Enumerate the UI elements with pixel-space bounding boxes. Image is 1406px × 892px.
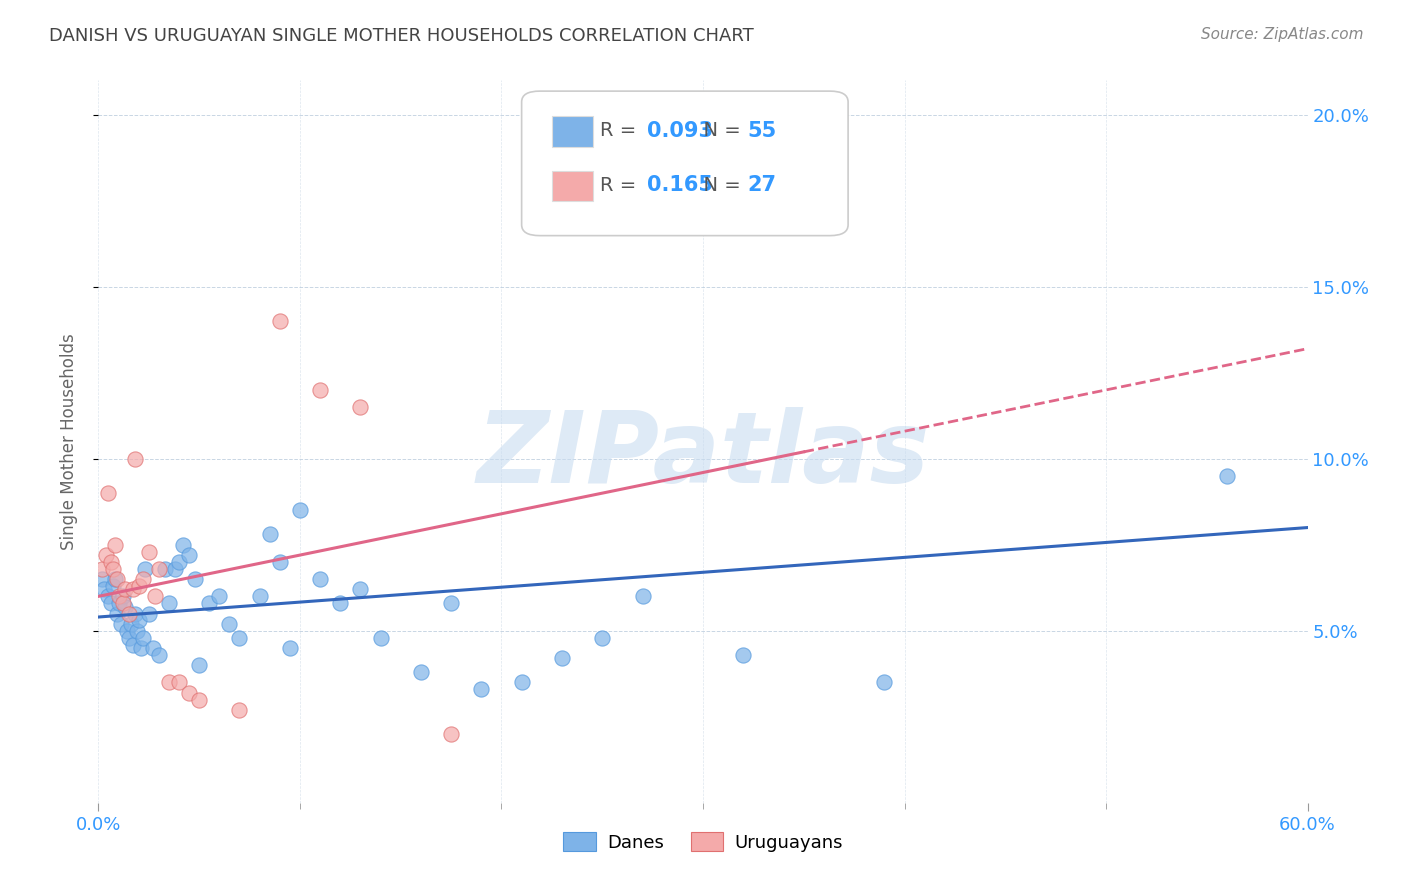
- Point: [309, 383, 332, 397]
- Point: [138, 607, 160, 621]
- FancyBboxPatch shape: [522, 91, 848, 235]
- Point: [591, 631, 613, 645]
- Point: [111, 596, 134, 610]
- Point: [138, 544, 160, 558]
- Point: [259, 527, 281, 541]
- Point: [228, 631, 250, 645]
- Text: R =: R =: [600, 121, 643, 140]
- Text: N =: N =: [690, 176, 747, 194]
- Point: [269, 314, 291, 328]
- Point: [208, 590, 231, 604]
- Text: N =: N =: [690, 121, 747, 140]
- Point: [167, 555, 190, 569]
- Text: 0.165: 0.165: [647, 175, 713, 195]
- Text: 0.093: 0.093: [647, 120, 713, 141]
- Point: [91, 562, 114, 576]
- Point: [249, 590, 271, 604]
- Point: [124, 451, 146, 466]
- Point: [148, 562, 170, 576]
- Point: [134, 562, 156, 576]
- Point: [120, 616, 142, 631]
- Y-axis label: Single Mother Households: Single Mother Households: [59, 334, 77, 549]
- Point: [91, 572, 114, 586]
- Point: [107, 596, 129, 610]
- Point: [121, 638, 143, 652]
- Point: [125, 624, 148, 638]
- Point: [631, 590, 654, 604]
- Text: 27: 27: [748, 175, 776, 195]
- Point: [167, 675, 190, 690]
- Point: [278, 640, 301, 655]
- Point: [142, 640, 165, 655]
- Point: [349, 400, 371, 414]
- Point: [269, 555, 291, 569]
- Point: [179, 686, 201, 700]
- Point: [163, 562, 186, 576]
- Point: [733, 648, 755, 662]
- Point: [100, 596, 122, 610]
- Point: [172, 538, 194, 552]
- Point: [329, 596, 352, 610]
- Point: [96, 548, 118, 562]
- Point: [115, 624, 138, 638]
- Point: [103, 572, 125, 586]
- Point: [218, 616, 240, 631]
- Point: [121, 582, 143, 597]
- Point: [188, 658, 211, 673]
- Text: DANISH VS URUGUAYAN SINGLE MOTHER HOUSEHOLDS CORRELATION CHART: DANISH VS URUGUAYAN SINGLE MOTHER HOUSEH…: [49, 27, 754, 45]
- Point: [188, 692, 211, 706]
- Point: [143, 590, 166, 604]
- Point: [129, 640, 152, 655]
- Point: [228, 703, 250, 717]
- Point: [101, 579, 124, 593]
- Text: ZIPatlas: ZIPatlas: [477, 408, 929, 505]
- Text: Source: ZipAtlas.com: Source: ZipAtlas.com: [1201, 27, 1364, 42]
- Point: [132, 572, 155, 586]
- Point: [157, 596, 180, 610]
- Point: [114, 599, 136, 614]
- FancyBboxPatch shape: [551, 117, 593, 147]
- Point: [97, 486, 120, 500]
- Point: [114, 582, 136, 597]
- Point: [124, 607, 146, 621]
- FancyBboxPatch shape: [551, 170, 593, 201]
- Point: [132, 631, 155, 645]
- Point: [551, 651, 574, 665]
- Point: [97, 590, 120, 604]
- Point: [105, 607, 128, 621]
- Point: [440, 727, 463, 741]
- Point: [873, 675, 896, 690]
- Point: [157, 675, 180, 690]
- Point: [1216, 469, 1239, 483]
- Point: [118, 607, 141, 621]
- Text: 55: 55: [748, 120, 778, 141]
- Point: [118, 631, 141, 645]
- Point: [470, 682, 492, 697]
- Point: [107, 590, 129, 604]
- Point: [148, 648, 170, 662]
- Point: [128, 579, 150, 593]
- Point: [409, 665, 432, 679]
- Point: [128, 614, 150, 628]
- Text: R =: R =: [600, 176, 643, 194]
- Point: [153, 562, 176, 576]
- Point: [103, 538, 125, 552]
- Point: [184, 572, 207, 586]
- Point: [110, 616, 132, 631]
- Point: [440, 596, 463, 610]
- Point: [101, 562, 124, 576]
- Point: [288, 503, 311, 517]
- Point: [179, 548, 201, 562]
- Point: [198, 596, 221, 610]
- Point: [100, 555, 122, 569]
- Point: [111, 590, 134, 604]
- Point: [93, 582, 115, 597]
- Point: [349, 582, 371, 597]
- Point: [510, 675, 533, 690]
- Point: [309, 572, 332, 586]
- Point: [370, 631, 392, 645]
- Point: [105, 572, 128, 586]
- Legend: Danes, Uruguayans: Danes, Uruguayans: [557, 825, 849, 859]
